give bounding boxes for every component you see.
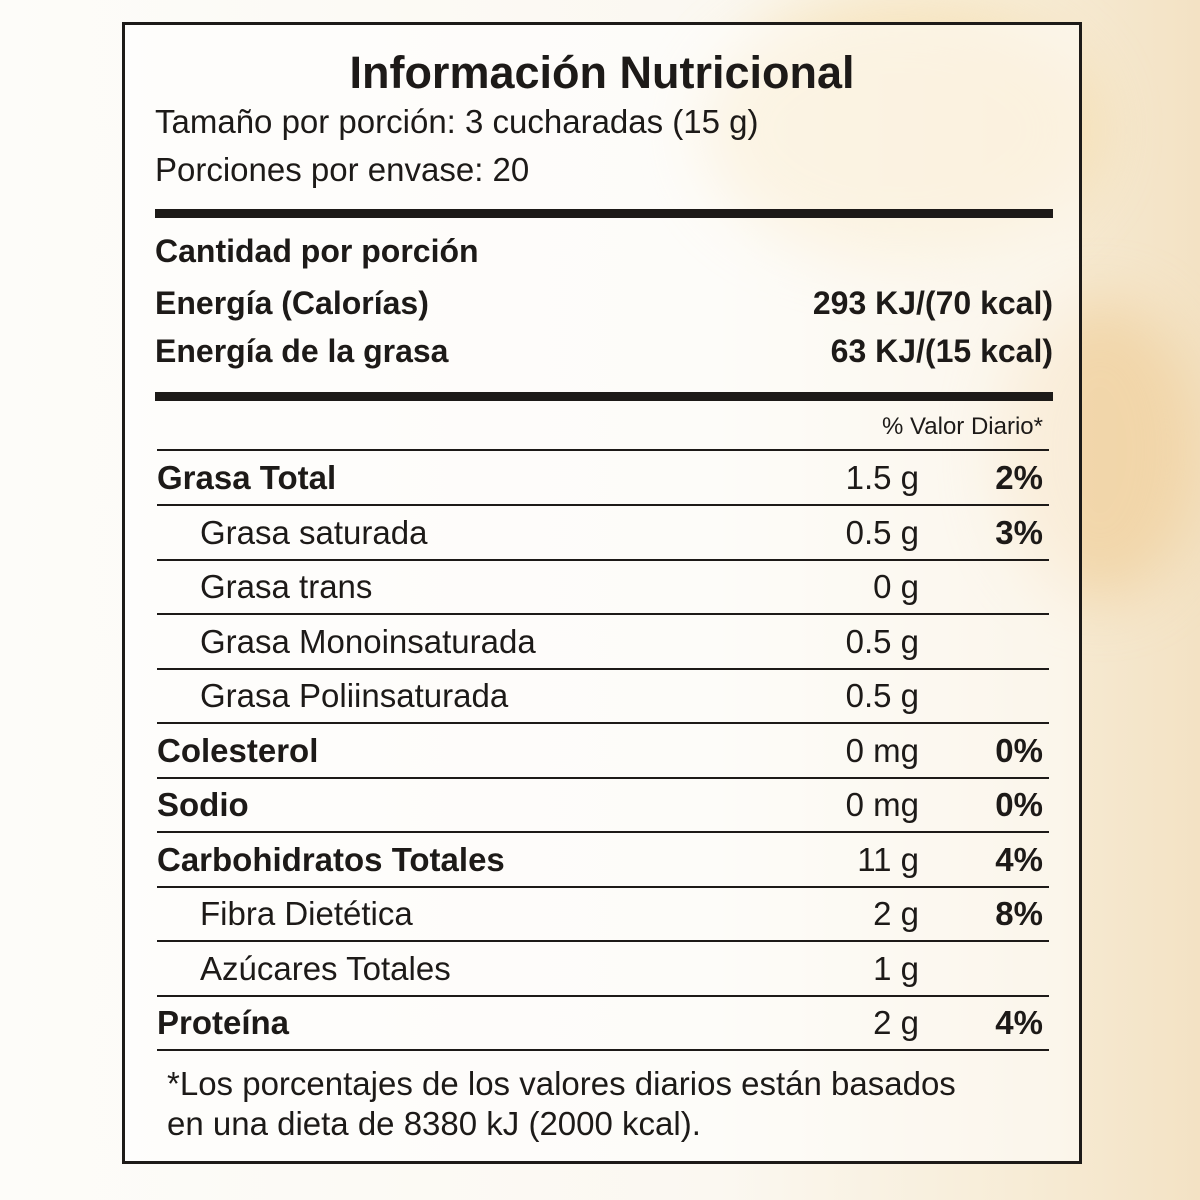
servings-per-container: Porciones por envase: 20 (155, 151, 530, 188)
nutrient-row: Grasa saturada 0.5 g 3% (125, 506, 1079, 560)
nutrient-daily-value: 0% (995, 786, 1043, 823)
nutrition-facts-panel: Información Nutricional Tamaño por porci… (122, 22, 1082, 1164)
nutrient-row: Proteína 2 g 4% (125, 996, 1079, 1050)
nutrient-row: Fibra Dietética 2 g 8% (125, 887, 1079, 941)
nutrient-amount: 0 g (873, 568, 919, 605)
nutrient-amount: 0 mg (845, 786, 919, 823)
energy-fat-label: Energía de la grasa (155, 333, 449, 369)
nutrient-name: Carbohidratos Totales (157, 840, 505, 878)
nutrient-row: Colesterol 0 mg 0% (125, 724, 1079, 778)
divider (157, 558, 1049, 561)
nutrient-name: Colesterol (157, 731, 319, 769)
nutrient-amount: 0.5 g (845, 677, 919, 714)
nutrient-row: Grasa Total 1.5 g 2% (125, 451, 1079, 505)
nutrient-name: Fibra Dietética (200, 895, 413, 932)
nutrient-amount: 1 g (873, 949, 919, 987)
divider (157, 613, 1049, 615)
nutrient-name: Azúcares Totales (200, 949, 451, 987)
nutrient-amount: 0 mg (845, 731, 919, 769)
serving-size: Tamaño por porción: 3 cucharadas (15 g) (155, 103, 759, 140)
nutrient-name: Grasa Monoinsaturada (200, 622, 536, 660)
divider (157, 667, 1049, 670)
nutrient-daily-value: 0% (995, 731, 1043, 769)
nutrient-row: Grasa Monoinsaturada 0.5 g (125, 615, 1079, 669)
footnote-line-1: *Los porcentajes de los valores diarios … (167, 1065, 956, 1102)
nutrient-name: Proteína (157, 1004, 290, 1041)
footnote-line-2: en una dieta de 8380 kJ (2000 kcal). (167, 1105, 701, 1142)
nutrient-row: Sodio 0 mg 0% (125, 778, 1079, 832)
divider (157, 831, 1049, 833)
nutrient-name: Grasa trans (200, 568, 373, 605)
nutrient-daily-value: 2% (995, 459, 1043, 496)
divider (157, 1049, 1049, 1051)
nutrient-daily-value: 4% (995, 1004, 1043, 1041)
nutrient-name: Grasa Total (157, 459, 337, 496)
nutrient-name: Grasa Poliinsaturada (200, 677, 509, 714)
nutrient-name: Grasa saturada (200, 513, 428, 551)
nutrient-amount: 2 g (873, 1004, 919, 1041)
divider (157, 776, 1049, 779)
divider (157, 722, 1049, 724)
nutrient-daily-value: 3% (995, 513, 1043, 551)
nutrient-daily-value: 8% (995, 895, 1043, 932)
divider (157, 885, 1049, 888)
nutrient-amount: 0.5 g (845, 513, 919, 551)
nutrient-amount: 2 g (873, 895, 919, 932)
divider (157, 504, 1049, 506)
nutrient-amount: 11 g (857, 840, 919, 878)
nutrient-row: Grasa trans 0 g (125, 560, 1079, 614)
panel-title: Información Nutricional (349, 47, 855, 98)
energy-value: 293 KJ/(70 kcal) (812, 285, 1053, 321)
thick-divider (155, 392, 1053, 401)
divider (157, 449, 1049, 451)
divider (157, 994, 1049, 997)
nutrient-amount: 1.5 g (845, 459, 919, 496)
nutrient-row: Azúcares Totales 1 g (125, 942, 1079, 996)
nutrient-amount: 0.5 g (845, 622, 919, 660)
energy-fat-value: 63 KJ/(15 kcal) (830, 333, 1053, 369)
energy-label: Energía (Calorías) (155, 285, 429, 321)
thick-divider (155, 209, 1053, 218)
daily-value-header: % Valor Diario* (882, 413, 1043, 440)
nutrient-row: Carbohidratos Totales 11 g 4% (125, 833, 1079, 887)
nutrient-daily-value: 4% (995, 840, 1043, 878)
divider (157, 940, 1049, 942)
nutrient-name: Sodio (157, 786, 249, 823)
nutrient-row: Grasa Poliinsaturada 0.5 g (125, 669, 1079, 723)
amount-per-serving: Cantidad por porción (155, 233, 479, 269)
